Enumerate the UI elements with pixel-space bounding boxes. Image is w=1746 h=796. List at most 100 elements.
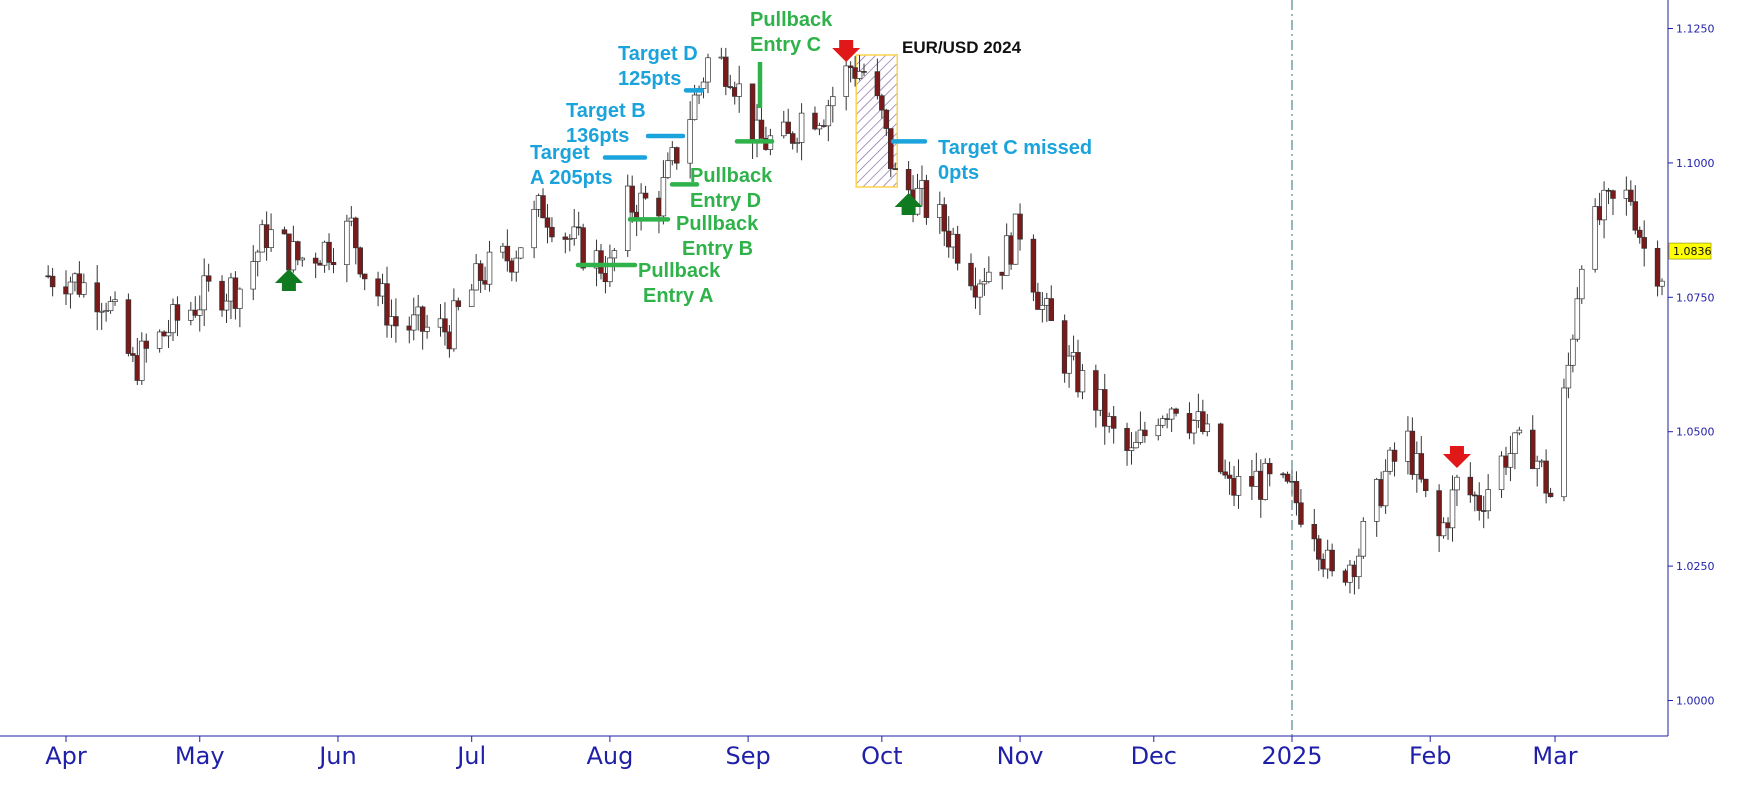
candle — [326, 233, 332, 271]
candle — [415, 294, 421, 331]
candle — [455, 297, 462, 311]
candle-body — [205, 275, 212, 282]
candle-body — [415, 306, 421, 316]
candle-body — [281, 229, 288, 235]
candle — [1048, 285, 1055, 321]
candle — [544, 204, 551, 244]
target-c-label-line: Target C missed — [938, 137, 1092, 159]
candle-body — [348, 217, 355, 222]
candle-body — [1636, 229, 1643, 238]
candle — [883, 108, 890, 137]
candle-body — [1628, 189, 1634, 202]
candle — [1382, 459, 1389, 514]
candle-body — [580, 227, 586, 269]
candle — [504, 229, 511, 272]
candle-body — [785, 121, 791, 134]
candle-body — [1222, 471, 1228, 476]
candle-body — [1391, 449, 1398, 462]
y-tick-label: 1.0000 — [1676, 695, 1715, 708]
candle — [950, 227, 956, 259]
candle-body — [1632, 201, 1639, 231]
candle-body — [375, 278, 381, 297]
signal-up-arrow — [894, 193, 923, 215]
target-a-label-line: A 205pts — [530, 167, 613, 189]
entry-b-label-line: Entry B — [682, 238, 753, 260]
candle-body — [825, 105, 832, 127]
candle-body — [1159, 418, 1166, 426]
candle — [798, 103, 805, 161]
candle-body — [999, 271, 1005, 276]
candle — [892, 162, 898, 170]
candle-body — [188, 309, 194, 321]
candle — [1315, 535, 1322, 571]
candle — [1467, 462, 1474, 503]
candle-body — [1017, 213, 1023, 240]
candle — [879, 93, 885, 119]
target-d-label-line: 125pts — [618, 68, 681, 90]
candle — [580, 223, 586, 271]
candle-body — [81, 282, 87, 295]
candle — [76, 261, 83, 298]
candle — [1512, 432, 1518, 470]
candle-body — [1565, 364, 1572, 389]
candle-body — [125, 299, 132, 354]
y-tick-label: 1.0750 — [1676, 291, 1715, 304]
candle-body — [972, 285, 979, 298]
candle — [509, 257, 515, 282]
candle — [1102, 373, 1108, 445]
candle-body — [1012, 213, 1019, 265]
candle — [1561, 378, 1567, 502]
candle — [919, 165, 925, 206]
candle-body — [330, 262, 337, 266]
candle — [513, 250, 520, 282]
candle-body — [107, 301, 114, 312]
candle — [1035, 282, 1041, 310]
candle-body — [629, 185, 635, 213]
candle — [1516, 426, 1523, 436]
candle-body — [1472, 494, 1478, 497]
candle — [736, 65, 742, 113]
candle-body — [544, 217, 551, 228]
candle — [254, 249, 261, 277]
candle-body — [665, 160, 671, 178]
candle-body — [228, 277, 234, 302]
candle-body — [1106, 416, 1112, 427]
candle — [629, 175, 635, 223]
candle-body — [674, 147, 680, 164]
candle-body — [63, 286, 69, 295]
candle-body — [1601, 189, 1607, 221]
candle — [1204, 413, 1211, 437]
candle-body — [1547, 492, 1554, 498]
candle — [1039, 292, 1046, 323]
candle — [571, 209, 577, 246]
candle-body — [477, 263, 484, 281]
signal-down-arrow — [832, 40, 861, 62]
candle — [1079, 364, 1086, 400]
candle-body — [1008, 235, 1014, 265]
candle-body — [1409, 430, 1416, 475]
candle-body — [263, 224, 270, 248]
candle — [357, 246, 363, 278]
candle — [482, 266, 488, 290]
candle-body — [727, 86, 734, 88]
candle-body — [1137, 429, 1144, 443]
candle — [1610, 189, 1616, 216]
candle-body — [847, 65, 854, 68]
candle-body — [442, 318, 448, 333]
candle-body — [977, 283, 983, 298]
candle-body — [1044, 298, 1050, 306]
candle-body — [1284, 473, 1291, 482]
candle — [81, 273, 87, 298]
candle-body — [816, 125, 823, 130]
candle-body — [237, 288, 243, 309]
target-d-label-line: Target D — [618, 43, 698, 65]
candle-body — [535, 195, 542, 210]
chart-title: EUR/USD 2024 — [902, 38, 1022, 57]
candle-body — [1570, 338, 1576, 366]
candle-body — [1191, 420, 1197, 434]
candle — [567, 234, 573, 252]
x-tick-label: Feb — [1409, 742, 1452, 770]
signal-down-arrow — [1442, 446, 1471, 468]
candle-body — [312, 257, 319, 264]
candle — [781, 110, 787, 139]
